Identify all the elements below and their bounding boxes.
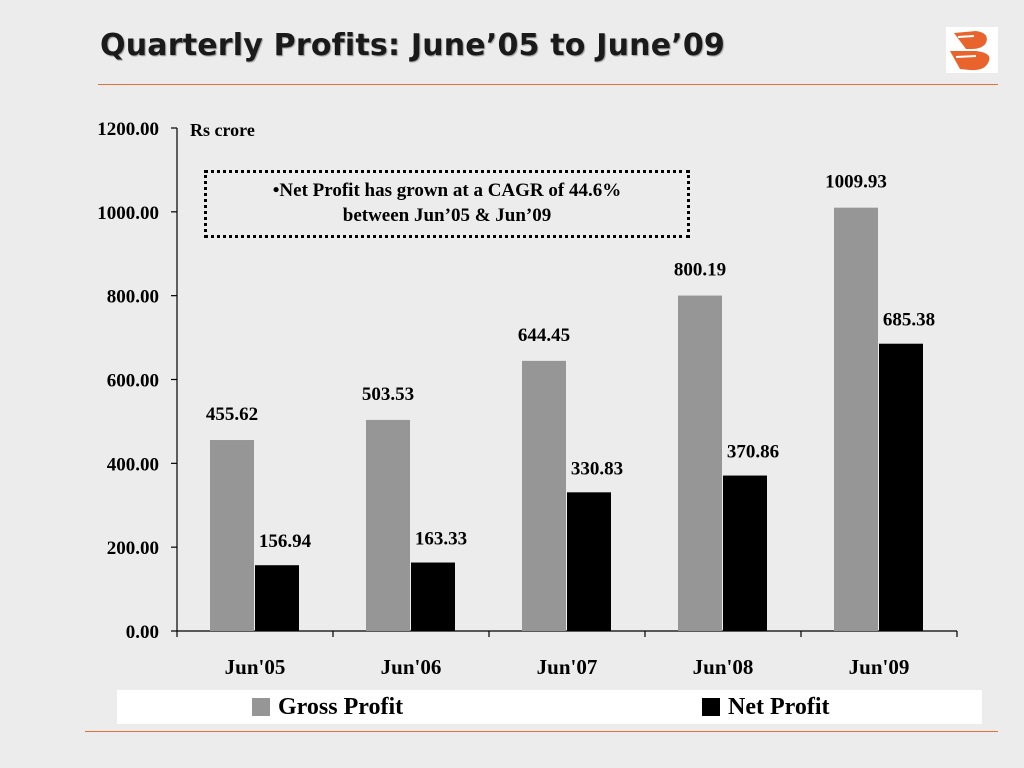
unit-label: Rs crore xyxy=(190,120,255,140)
y-tick-label: 600.00 xyxy=(107,371,159,392)
y-tick-label: 400.00 xyxy=(107,454,159,475)
logo-stroke-bottom xyxy=(950,51,990,71)
legend-item-gross-profit: Gross Profit xyxy=(252,694,403,720)
x-tick-label: Jun'07 xyxy=(537,655,598,679)
logo-stroke-top xyxy=(954,31,987,49)
cagr-callout-box: •Net Profit has grown at a CAGR of 44.6%… xyxy=(204,170,690,238)
data-label-net-profit: 156.94 xyxy=(259,531,312,552)
legend-label-gross-profit: Gross Profit xyxy=(278,693,404,720)
bar-net-profit xyxy=(411,562,455,631)
data-label-gross-profit: 503.53 xyxy=(362,384,414,405)
bar-net-profit xyxy=(879,343,923,631)
bar-net-profit xyxy=(723,475,767,631)
data-label-gross-profit: 800.19 xyxy=(674,260,726,281)
legend-item-net-profit: Net Profit xyxy=(702,694,830,720)
bar-net-profit xyxy=(255,565,299,631)
bank-logo-icon xyxy=(946,27,998,73)
data-label-net-profit: 330.83 xyxy=(571,458,623,479)
title-divider xyxy=(98,84,998,85)
bar-gross-profit xyxy=(834,207,878,631)
data-label-gross-profit: 644.45 xyxy=(518,325,570,346)
y-tick-label: 1200.00 xyxy=(97,119,159,140)
data-label-net-profit: 685.38 xyxy=(883,310,935,331)
callout-line-2: between Jun’05 & Jun’09 xyxy=(342,205,552,226)
data-label-net-profit: 370.86 xyxy=(727,442,779,463)
callout-line-1: •Net Profit has grown at a CAGR of 44.6% xyxy=(272,180,622,201)
legend-swatch-gross-profit xyxy=(252,698,270,716)
data-label-net-profit: 163.33 xyxy=(415,529,467,550)
legend-swatch-net-profit xyxy=(702,698,720,716)
x-tick-label: Jun'05 xyxy=(225,655,286,679)
x-tick-label: Jun'09 xyxy=(849,655,910,679)
y-tick-label: 0.00 xyxy=(126,622,159,643)
data-label-gross-profit: 455.62 xyxy=(206,404,258,425)
x-axis: Jun'05 Jun'06 Jun'07 Jun'08 Jun'09 xyxy=(176,630,958,679)
y-tick-label: 200.00 xyxy=(107,538,159,559)
chart-legend: Gross Profit Net Profit xyxy=(117,690,982,724)
footer-divider xyxy=(85,731,998,732)
slide-title: Quarterly Profits: June’05 to June’09 xyxy=(100,28,726,63)
legend-label-net-profit: Net Profit xyxy=(728,693,830,720)
bar-gross-profit xyxy=(678,295,722,631)
bar-gross-profit xyxy=(522,360,566,631)
x-tick-label: Jun'08 xyxy=(693,655,754,679)
y-tick-label: 1000.00 xyxy=(97,203,159,224)
data-label-gross-profit: 1009.93 xyxy=(825,172,887,193)
y-tick-label: 800.00 xyxy=(107,287,159,308)
y-axis: 0.00 200.00 400.00 600.00 800.00 1000.00 1200.… xyxy=(97,119,178,643)
bar-net-profit xyxy=(567,492,611,631)
bar-gross-profit xyxy=(210,440,254,631)
bar-group: 455.62 503.53 644.45 800.19 1009.93 156.94 163… xyxy=(206,172,935,631)
x-tick-label: Jun'06 xyxy=(381,655,442,679)
bar-gross-profit xyxy=(366,419,410,631)
